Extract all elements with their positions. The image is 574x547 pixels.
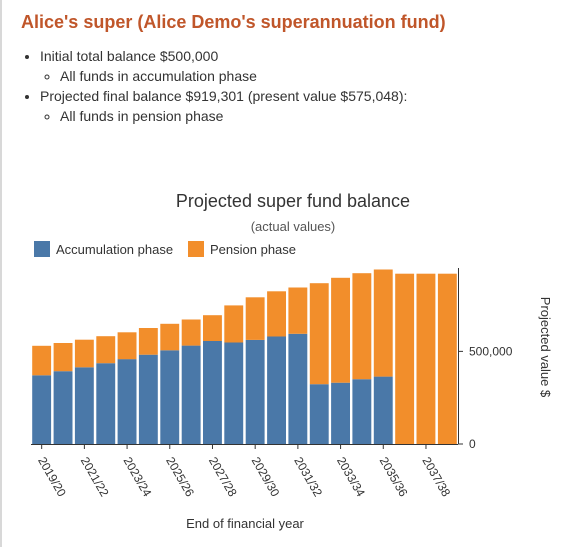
legend-swatch-accumulation [34,241,50,257]
left-border [0,0,2,547]
summary-final-sub: All funds in pension phase [60,106,407,126]
bar-pension-2026-27 [181,319,201,346]
bars [32,269,457,444]
bar-pension-2020-21 [53,343,73,372]
summary-initial-sub: All funds in accumulation phase [60,66,407,86]
x-tick-label-2021-22: 2021/22 [78,455,112,500]
bar-pension-2021-22 [74,339,94,368]
bar-pension-2019-20 [32,345,52,376]
x-tick-label-2037-38: 2037/38 [419,455,453,500]
bar-pension-2029-30 [245,297,265,340]
bar-accumulation-2025-26 [160,350,180,444]
x-tick-label-2031-32: 2031/32 [291,455,325,500]
bar-pension-2027-28 [203,315,222,341]
y-tick-label-500000: 500,000 [469,344,513,358]
bar-pension-2024-25 [138,328,158,355]
x-tick-label-2035-36: 2035/36 [377,455,411,500]
legend: Accumulation phase Pension phase [34,241,296,257]
bar-pension-2035-36 [373,269,393,377]
bar-pension-2028-29 [224,305,244,343]
y-axis-label: Projected value $ [538,297,553,398]
bar-accumulation-2023-24 [117,359,137,444]
summary-item-initial: Initial total balance $500,000 All funds… [40,46,407,86]
legend-label-pension: Pension phase [210,242,296,257]
bar-accumulation-2022-23 [96,363,116,444]
x-tick-label-2019-20: 2019/20 [35,455,69,500]
bar-pension-2034-35 [352,273,372,380]
bar-accumulation-2020-21 [53,371,73,444]
bar-accumulation-2029-30 [245,339,265,444]
bar-accumulation-2032-33 [309,384,329,444]
x-tick-label-2027-28: 2027/28 [206,455,240,500]
bar-accumulation-2033-34 [331,382,350,444]
bar-accumulation-2035-36 [373,376,393,444]
bar-pension-2031-32 [288,287,308,334]
legend-swatch-pension [188,241,204,257]
axes [31,268,463,449]
bar-pension-2037-38 [416,273,436,444]
summary-initial-text: Initial total balance $500,000 [40,48,219,64]
bar-pension-2023-24 [117,332,137,360]
summary-final-text: Projected final balance $919,301 (presen… [40,88,408,104]
x-tick-labels: 2019/20 2021/22 2023/24 2025/26 2027/28 2029/… [35,455,453,500]
x-tick-label-2033-34: 2033/34 [334,455,368,500]
page-title: Alice's super (Alice Demo's superannuati… [21,12,446,32]
bar-pension-2038-39 [437,273,457,444]
bar-pension-2036-37 [395,273,415,444]
bar-accumulation-2034-35 [352,379,372,444]
balance-chart: Projected super fund balance (actual val… [31,191,553,531]
y-tick-label-0: 0 [469,437,476,451]
bar-pension-2030-31 [267,291,286,337]
bar-accumulation-2024-25 [138,354,158,444]
legend-label-accumulation: Accumulation phase [56,242,173,257]
bar-accumulation-2019-20 [32,375,52,444]
bar-accumulation-2021-22 [74,367,94,444]
x-axis-label: End of financial year [186,516,304,531]
bar-accumulation-2028-29 [224,342,244,444]
summary-item-final: Projected final balance $919,301 (presen… [40,86,407,126]
x-tick-label-2029-30: 2029/30 [249,455,283,500]
x-tick-label-2025-26: 2025/26 [163,455,197,500]
bar-pension-2022-23 [96,336,116,364]
bar-accumulation-2026-27 [181,345,201,444]
bar-accumulation-2031-32 [288,333,308,444]
chart-subtitle: (actual values) [251,219,336,234]
y-tick-labels: 0 500,000 [469,344,513,451]
bar-accumulation-2027-28 [203,341,222,444]
bar-pension-2033-34 [331,277,350,383]
bar-pension-2025-26 [160,323,180,351]
bar-pension-2032-33 [309,283,329,385]
summary-list: Initial total balance $500,000 All funds… [22,46,407,126]
bar-accumulation-2030-31 [267,336,286,444]
chart-title: Projected super fund balance [176,191,410,211]
x-tick-label-2023-24: 2023/24 [121,455,155,500]
